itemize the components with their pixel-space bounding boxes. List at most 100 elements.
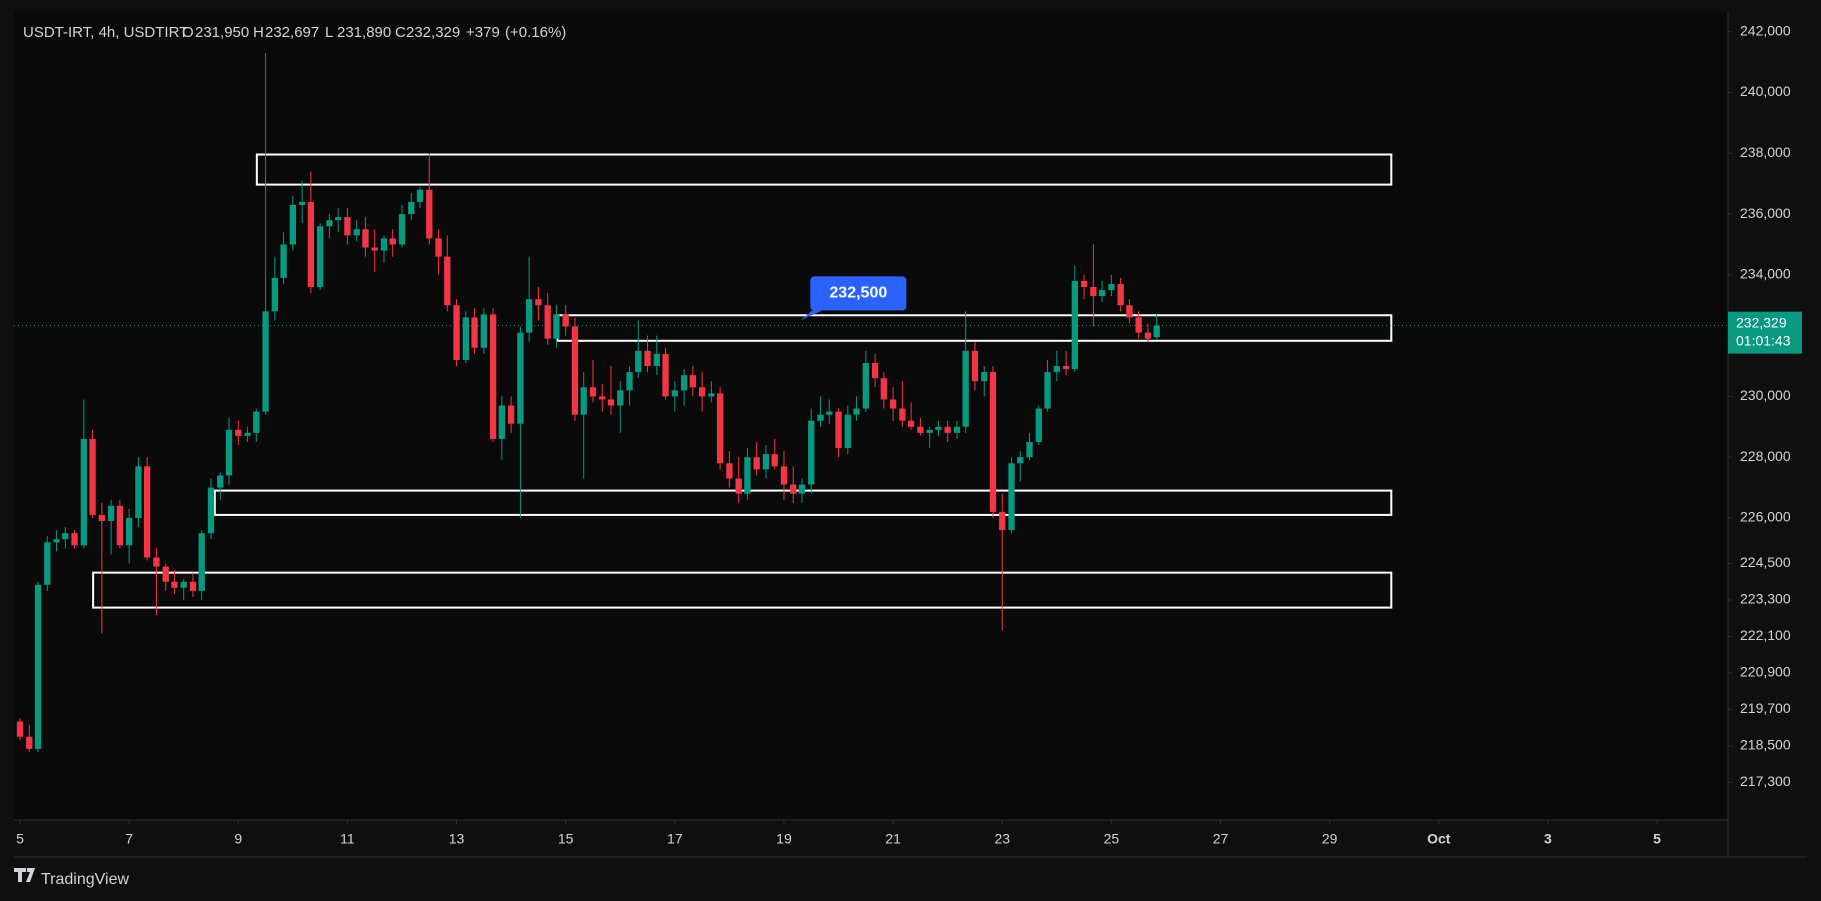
candle-body [217,475,224,488]
candle [307,171,315,294]
candle-body [143,466,151,558]
candle-body [826,411,833,415]
y-tick-label: 236,000 [1740,205,1791,221]
candle [953,420,961,439]
candle-body [962,350,969,427]
candle [1144,323,1152,342]
candle-body [589,387,597,397]
candle-body [525,299,533,333]
x-tick-label: 23 [994,831,1010,847]
candle [280,232,287,284]
candle-body [871,362,879,379]
candle-body [517,332,524,424]
candle [798,478,806,503]
candle-body [1108,283,1115,291]
candle [34,581,42,752]
candle [189,572,197,597]
candle [289,195,296,251]
x-tick-label: 13 [449,831,465,847]
candle-body [380,238,388,251]
candle [207,478,215,540]
candle-body [1044,372,1051,409]
candle-body [353,229,360,236]
candle-body [607,399,615,406]
y-tick-label: 226,000 [1740,509,1791,525]
candle-body [471,317,478,348]
candle-body [844,414,851,449]
candle [971,341,979,391]
candle [244,426,251,442]
candle [744,448,751,500]
candle [517,326,524,518]
x-tick-label: Oct [1427,831,1451,847]
candle-body [617,390,624,406]
candle-body [334,217,342,221]
candle-body [426,189,433,239]
candle-body [107,505,115,521]
x-tick-label: 21 [885,831,901,847]
candle-body [1035,408,1042,442]
candle-body [1098,290,1106,297]
candle-body [1144,332,1152,339]
candle-body [362,229,369,248]
ohlc-value: 231,950 [195,24,249,41]
candle [408,192,415,221]
candle [1117,277,1124,312]
y-tick-label: 230,000 [1740,387,1791,403]
candle-body [98,514,106,521]
candle-body [571,326,579,415]
candle [907,402,915,430]
candle [662,347,669,400]
candle-body [981,372,988,382]
candle-body [244,432,251,436]
candle [926,426,933,449]
candle [817,396,824,427]
candle [1035,405,1042,446]
candle [981,366,988,397]
candle [26,724,33,752]
candle [716,387,724,470]
y-tick-label: 220,900 [1740,664,1791,680]
candle [225,417,233,485]
candle [880,372,887,409]
candle-body [735,478,742,494]
candle-body [235,429,242,436]
candle-body [225,429,233,476]
candle-body [626,372,633,391]
candle-body [889,399,897,409]
candle [135,457,142,528]
candle-body [798,484,806,494]
candle-body [480,314,487,348]
y-tick-label: 223,300 [1740,591,1791,607]
candle-body [680,375,688,391]
callout-box [810,276,907,311]
candle [235,420,242,446]
candle [762,445,770,479]
y-tick-label: 228,000 [1740,448,1791,464]
candle [1008,457,1015,534]
y-tick-label: 234,000 [1740,266,1791,282]
last-price-label: 232,329 [1736,314,1787,330]
candle [644,335,651,373]
candle [808,408,815,494]
candle-body [398,214,406,245]
candle-body [935,426,942,430]
candle [507,396,515,433]
candle [380,235,388,263]
candle [589,359,597,403]
candle-body [971,350,979,382]
candle-body [416,189,424,202]
candle [180,578,187,600]
candle-body [89,438,96,515]
candle [353,220,360,242]
candle [607,366,615,415]
candle [935,420,942,436]
candle [198,530,205,600]
y-tick-label: 217,300 [1740,773,1791,789]
candle-body [435,238,442,257]
candle [298,180,306,224]
candle [944,420,951,442]
x-tick-label: 25 [1104,831,1120,847]
candle-body [599,396,606,400]
logo-icon [14,868,35,882]
